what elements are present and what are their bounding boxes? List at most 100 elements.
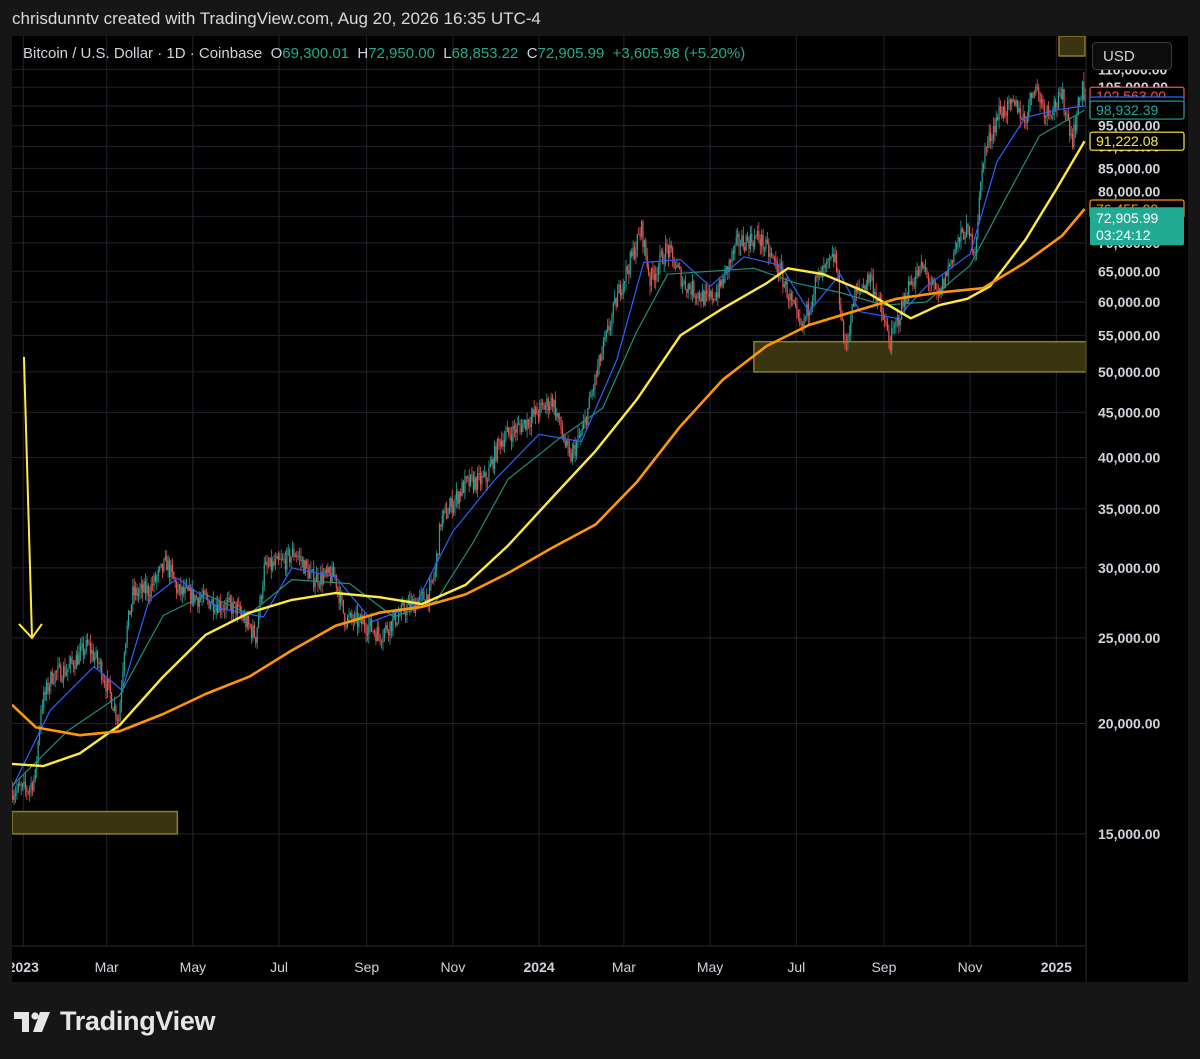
candle-body [204, 590, 206, 595]
candle-body [369, 619, 371, 626]
candle-body [925, 266, 927, 271]
candle-body [745, 236, 747, 251]
candle-body [389, 621, 391, 636]
candle-body [410, 600, 412, 609]
candle-body [368, 625, 370, 635]
candle-body [85, 639, 87, 651]
candle-body [458, 492, 460, 504]
candle-body [164, 556, 166, 560]
candle-body [450, 498, 452, 507]
candle-body [984, 147, 986, 163]
candle-body [163, 559, 165, 572]
candle-body [88, 643, 90, 645]
candle-body [298, 555, 301, 557]
candle-body [1059, 92, 1061, 94]
candle-body [327, 567, 329, 573]
candle-body [561, 429, 564, 436]
candle-body [886, 323, 889, 331]
candle-body [754, 236, 756, 247]
candle-body [720, 280, 722, 287]
candle-body [715, 292, 718, 300]
candle-body [735, 237, 737, 245]
candle-body [341, 592, 343, 600]
y-tick-label: 50,000.00 [1098, 364, 1160, 380]
candle-body [241, 613, 243, 616]
candle-body [385, 625, 387, 630]
candle-body [307, 566, 309, 579]
candle-body [231, 602, 233, 614]
price-label-box [1089, 131, 1185, 151]
candle-body [474, 477, 476, 490]
candle-body [625, 266, 627, 282]
candle-body [957, 237, 959, 244]
candle-body [567, 440, 569, 448]
high-label: H [357, 45, 369, 62]
candle-body [793, 300, 795, 304]
candle-body [105, 683, 107, 692]
candle-body [48, 686, 51, 692]
candle-body [437, 553, 439, 556]
candle-body [453, 506, 455, 513]
price-axis: 15,000.00 20,000.00 25,000.00 30,000.00 35,0… [1085, 36, 1185, 982]
candle-body [255, 637, 257, 644]
candle-body [455, 491, 458, 500]
candle-body [135, 587, 137, 596]
candle-body [1033, 92, 1036, 94]
high-value: 72,950.00 [368, 45, 435, 62]
candle-body [78, 651, 80, 665]
candle-body [827, 258, 829, 262]
candle-body [116, 718, 118, 721]
candle-body [1021, 118, 1023, 120]
tradingview-logo-icon [14, 1011, 50, 1032]
candle-body [181, 587, 183, 595]
candle-body [1045, 116, 1047, 118]
candle-body [188, 586, 190, 591]
candle-body [629, 252, 631, 275]
close-label: C [526, 45, 538, 62]
candle-body [949, 264, 951, 267]
candle-body [427, 594, 429, 605]
candle-body [1047, 106, 1050, 112]
candle-body [238, 604, 240, 606]
candle-body [469, 474, 472, 486]
candle-body [132, 586, 134, 605]
chart-area[interactable]: 15,000.00 20,000.00 25,000.00 30,000.00 35,0… [12, 36, 1188, 982]
price-chart[interactable]: 15,000.00 20,000.00 25,000.00 30,000.00 35,0… [12, 36, 1188, 982]
candle-body [454, 499, 456, 507]
candle-body [927, 275, 930, 284]
candle-body [1057, 92, 1060, 108]
candle-body [146, 585, 148, 594]
candle-body [946, 272, 948, 276]
x-tick-label: Sep [871, 959, 896, 975]
candle-body [101, 661, 103, 680]
candle-body [588, 396, 590, 408]
candle-body [673, 257, 675, 269]
candle-body [580, 433, 582, 437]
candle-body [830, 256, 832, 260]
candle-body [895, 320, 897, 327]
currency-button[interactable]: USD [1092, 42, 1172, 70]
candle-body [397, 615, 400, 623]
candle-body [421, 592, 424, 593]
candle-body [433, 576, 435, 581]
candle-body [854, 289, 856, 307]
candle-body [215, 604, 217, 612]
candle-body [176, 582, 178, 593]
candle-body [547, 398, 549, 411]
candle-body [1040, 99, 1043, 104]
candle-body [270, 557, 272, 571]
candle-body [892, 327, 894, 329]
candle-body [383, 629, 385, 638]
candle-body [526, 419, 528, 430]
candle-body [605, 330, 607, 338]
candle-body [622, 283, 624, 293]
candle-body [698, 292, 701, 299]
candle-body [279, 559, 281, 561]
candle-body [310, 569, 312, 572]
candle-body [787, 298, 790, 301]
candle-body [705, 290, 708, 293]
candle-body [689, 284, 691, 289]
candle-body [990, 132, 992, 142]
chart-credit: chrisdunntv created with TradingView.com… [12, 9, 541, 28]
